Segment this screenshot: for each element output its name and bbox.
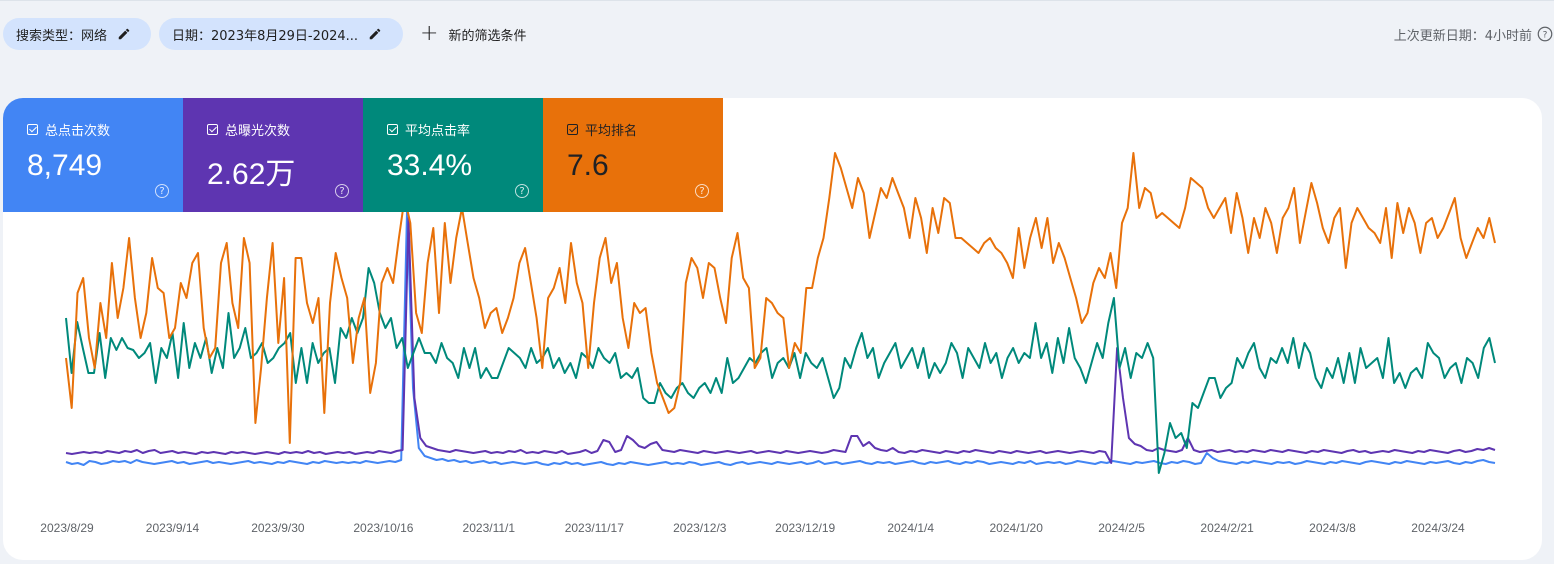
last-updated: 上次更新日期：4小时前 ? <box>1394 18 1554 50</box>
x-tick-label: 2024/1/20 <box>990 521 1044 535</box>
edit-pencil-icon[interactable] <box>117 27 131 41</box>
help-icon[interactable]: ? <box>335 184 349 198</box>
search-type-filter-label: 搜索类型：网络 <box>16 28 108 44</box>
x-tick-label: 2024/1/4 <box>887 521 934 535</box>
metric-card-total-impressions[interactable]: 总曝光次数 2.62万 ? <box>183 98 363 212</box>
series-line-2 <box>65 267 1496 474</box>
metric-card-total-clicks[interactable]: 总点击次数 8,749 ? <box>3 98 183 212</box>
checkbox-checked-icon[interactable] <box>27 124 38 135</box>
metric-value: 2.62万 <box>207 158 296 191</box>
metric-label: 平均排名 <box>585 124 638 139</box>
metric-label: 平均点击率 <box>405 124 471 139</box>
x-tick-label: 2024/3/8 <box>1309 521 1356 535</box>
series-line-3 <box>65 152 1496 444</box>
svg-text:?: ? <box>1543 30 1548 40</box>
metric-label: 总曝光次数 <box>225 124 291 139</box>
x-tick-label: 2024/3/24 <box>1411 521 1465 535</box>
edit-pencil-icon[interactable] <box>368 27 382 41</box>
x-tick-label: 2023/11/17 <box>565 521 624 535</box>
metric-value: 33.4% <box>387 149 473 182</box>
help-icon[interactable]: ? <box>155 184 169 198</box>
x-tick-label: 2023/9/14 <box>146 521 200 535</box>
x-tick-label: 2023/12/3 <box>673 521 727 535</box>
performance-card: 2023/8/29 2023/9/14 2023/9/30 2023/10/16 202… <box>3 98 1542 560</box>
plus-icon: + <box>420 21 439 46</box>
add-filter-label: 新的筛选条件 <box>448 28 527 44</box>
x-tick-label: 2023/12/19 <box>775 521 835 535</box>
performance-line-chart: 2023/8/29 2023/9/14 2023/9/30 2023/10/16 202… <box>40 152 1496 535</box>
date-filter-label: 日期：2023年8月29日-2024... <box>172 28 359 44</box>
checkbox-checked-icon[interactable] <box>567 124 578 135</box>
x-tick-label: 2023/11/1 <box>463 521 516 535</box>
x-tick-label: 2024/2/5 <box>1098 521 1145 535</box>
search-type-filter-chip[interactable]: 搜索类型：网络 <box>3 18 151 50</box>
date-filter-chip[interactable]: 日期：2023年8月29日-2024... <box>159 18 403 50</box>
checkbox-checked-icon[interactable] <box>387 124 398 135</box>
help-icon[interactable]: ? <box>515 184 529 198</box>
x-tick-label: 2024/2/21 <box>1200 521 1254 535</box>
x-tick-label: 2023/8/29 <box>40 521 94 535</box>
x-tick-label: 2023/9/30 <box>251 521 305 535</box>
metric-card-average-position[interactable]: 平均排名 7.6 ? <box>543 98 723 212</box>
metric-label: 总点击次数 <box>45 124 111 139</box>
metric-value: 8,749 <box>27 149 103 182</box>
metric-card-average-ctr[interactable]: 平均点击率 33.4% ? <box>363 98 543 212</box>
series-line-0 <box>65 207 1496 466</box>
help-icon[interactable]: ? <box>695 184 709 198</box>
metric-value: 7.6 <box>567 149 609 182</box>
x-tick-label: 2023/10/16 <box>353 521 413 535</box>
last-updated-text: 上次更新日期：4小时前 <box>1393 28 1532 44</box>
help-icon[interactable]: ? <box>1536 25 1554 43</box>
series-line-1 <box>65 217 1496 464</box>
top-divider <box>0 0 1554 1</box>
checkbox-checked-icon[interactable] <box>207 124 218 135</box>
add-filter-button[interactable]: + 新的筛选条件 <box>420 18 526 50</box>
